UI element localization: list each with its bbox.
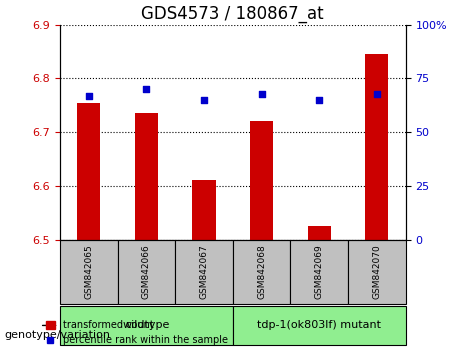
Point <box>85 93 92 98</box>
Bar <box>135 113 158 240</box>
Text: genotype/variation: genotype/variation <box>5 330 111 339</box>
Bar <box>77 103 100 240</box>
Text: GSM842066: GSM842066 <box>142 244 151 299</box>
Text: GSM842065: GSM842065 <box>84 244 93 299</box>
FancyBboxPatch shape <box>233 306 406 345</box>
Title: GDS4573 / 180867_at: GDS4573 / 180867_at <box>142 6 324 23</box>
FancyBboxPatch shape <box>348 240 406 304</box>
FancyBboxPatch shape <box>60 306 233 345</box>
FancyBboxPatch shape <box>290 240 348 304</box>
Point <box>258 91 266 96</box>
Point <box>142 86 150 92</box>
Text: tdp-1(ok803lf) mutant: tdp-1(ok803lf) mutant <box>257 320 381 330</box>
Point <box>200 97 207 103</box>
FancyBboxPatch shape <box>175 240 233 304</box>
FancyBboxPatch shape <box>118 240 175 304</box>
Point <box>373 91 381 96</box>
Legend: transformed count, percentile rank within the sample: transformed count, percentile rank withi… <box>42 316 232 349</box>
Text: wildtype: wildtype <box>123 320 170 330</box>
Bar <box>250 121 273 240</box>
Bar <box>308 226 331 240</box>
Text: GSM842067: GSM842067 <box>200 244 208 299</box>
FancyBboxPatch shape <box>60 240 118 304</box>
Text: GSM842070: GSM842070 <box>372 244 381 299</box>
Bar <box>365 54 388 240</box>
Point <box>315 97 323 103</box>
Bar <box>193 181 216 240</box>
Text: GSM842069: GSM842069 <box>315 244 324 299</box>
FancyBboxPatch shape <box>233 240 290 304</box>
Text: GSM842068: GSM842068 <box>257 244 266 299</box>
